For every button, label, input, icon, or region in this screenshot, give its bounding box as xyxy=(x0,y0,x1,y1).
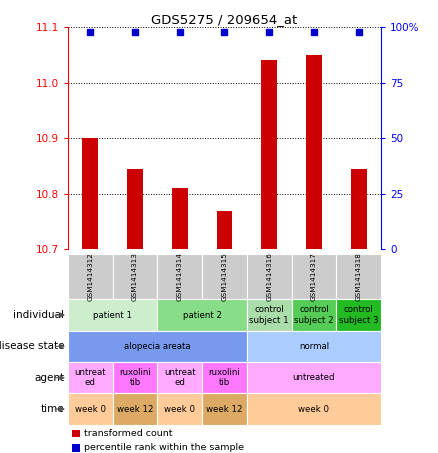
Bar xyxy=(202,362,247,393)
Bar xyxy=(113,254,157,299)
Bar xyxy=(247,331,381,362)
Text: GSM1414313: GSM1414313 xyxy=(132,252,138,301)
Bar xyxy=(247,254,292,299)
Text: GSM1414312: GSM1414312 xyxy=(87,252,93,301)
Text: alopecia areata: alopecia areata xyxy=(124,342,191,351)
Bar xyxy=(127,169,143,249)
Bar xyxy=(336,299,381,331)
Text: ruxolini
tib: ruxolini tib xyxy=(119,368,151,387)
Text: control
subject 3: control subject 3 xyxy=(339,305,378,325)
Bar xyxy=(261,61,277,249)
Text: week 0: week 0 xyxy=(164,405,195,414)
Text: disease state: disease state xyxy=(0,342,64,352)
Text: time: time xyxy=(41,404,64,414)
Bar xyxy=(247,393,381,425)
Text: untreat
ed: untreat ed xyxy=(74,368,106,387)
Text: untreat
ed: untreat ed xyxy=(164,368,195,387)
Bar xyxy=(157,362,202,393)
Text: patient 2: patient 2 xyxy=(183,311,222,319)
Bar xyxy=(68,362,113,393)
Bar xyxy=(202,393,247,425)
Bar xyxy=(202,254,247,299)
Text: GSM1414316: GSM1414316 xyxy=(266,252,272,301)
Text: agent: agent xyxy=(34,373,64,383)
Text: patient 1: patient 1 xyxy=(93,311,132,319)
Bar xyxy=(68,331,247,362)
Title: GDS5275 / 209654_at: GDS5275 / 209654_at xyxy=(152,13,297,26)
Text: control
subject 1: control subject 1 xyxy=(249,305,289,325)
Bar xyxy=(247,362,381,393)
Text: week 12: week 12 xyxy=(117,405,153,414)
Bar xyxy=(157,393,202,425)
Bar xyxy=(68,254,113,299)
Bar xyxy=(72,444,81,452)
Text: GSM1414314: GSM1414314 xyxy=(177,252,183,301)
Bar xyxy=(82,138,98,249)
Bar xyxy=(68,299,157,331)
Text: week 0: week 0 xyxy=(298,405,329,414)
Text: normal: normal xyxy=(299,342,329,351)
Bar xyxy=(306,55,322,249)
Bar xyxy=(113,393,157,425)
Bar xyxy=(68,393,113,425)
Bar xyxy=(157,299,247,331)
Text: untreated: untreated xyxy=(293,373,335,382)
Bar xyxy=(336,254,381,299)
Bar xyxy=(292,299,336,331)
Text: week 0: week 0 xyxy=(75,405,106,414)
Bar xyxy=(113,362,157,393)
Text: transformed count: transformed count xyxy=(84,429,173,438)
Bar xyxy=(351,169,367,249)
Text: percentile rank within the sample: percentile rank within the sample xyxy=(84,443,244,453)
Text: individual: individual xyxy=(13,310,64,320)
Bar xyxy=(247,299,292,331)
Text: week 12: week 12 xyxy=(206,405,243,414)
Text: GSM1414317: GSM1414317 xyxy=(311,252,317,301)
Bar xyxy=(172,188,187,249)
Bar xyxy=(72,429,81,438)
Bar xyxy=(157,254,202,299)
Text: GSM1414315: GSM1414315 xyxy=(222,252,227,301)
Bar xyxy=(292,254,336,299)
Text: control
subject 2: control subject 2 xyxy=(294,305,334,325)
Text: ruxolini
tib: ruxolini tib xyxy=(208,368,240,387)
Bar xyxy=(217,212,232,249)
Text: GSM1414318: GSM1414318 xyxy=(356,252,362,301)
